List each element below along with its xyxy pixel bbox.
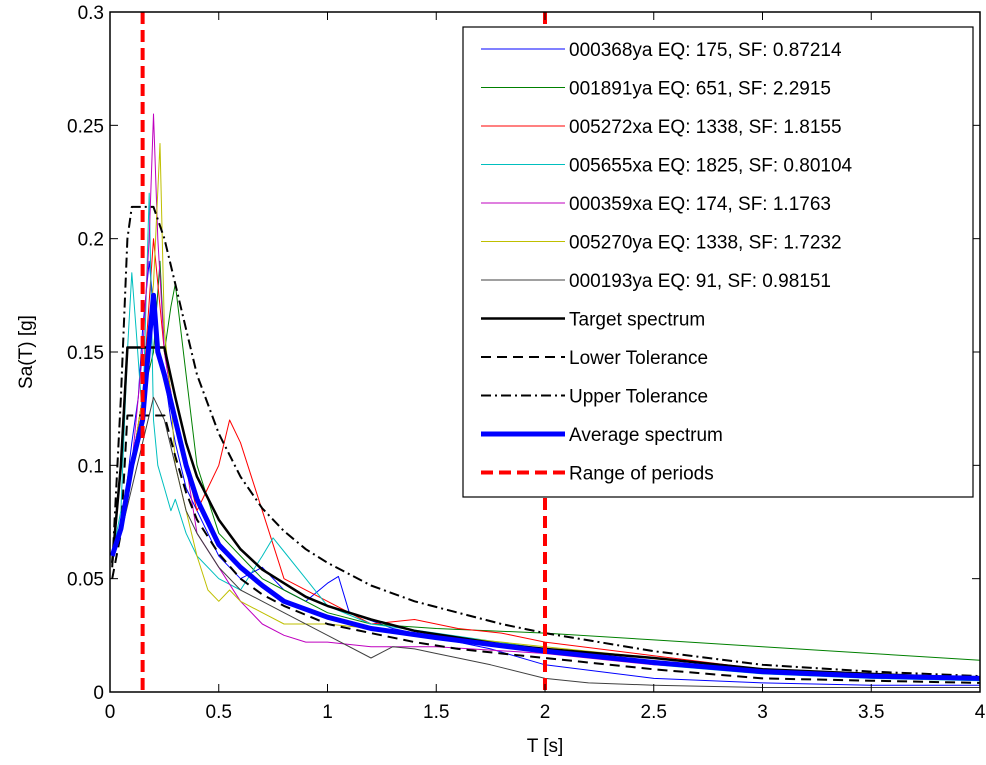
y-tick-label-5: 0.25 (67, 116, 104, 137)
legend-entry-2: 005272xa EQ: 1338, SF: 1.8155 (569, 117, 842, 138)
series-line-10 (110, 292, 980, 681)
x-tick-label-7: 3.5 (858, 702, 884, 723)
axes-layer: 0 0.5 1 1.5 2 2.5 3 3.5 4 0 0.05 0.1 0.15 0.2 0.25 0.3 (67, 3, 986, 723)
legend-entry-0: 000368ya EQ: 175, SF: 0.87214 (569, 40, 842, 61)
legend-entry-8: Lower Tolerance (569, 348, 708, 369)
y-tick-label-0: 0 (93, 683, 104, 704)
x-tick-label-4: 2 (540, 702, 551, 723)
x-tick-label-0: 0 (105, 702, 116, 723)
x-axis-label: T [s] (527, 736, 564, 757)
y-axis-label: Sa(T) [g] (16, 315, 37, 389)
x-tick-label-1: 0.5 (206, 702, 232, 723)
legend-entry-4: 000359xa EQ: 174, SF: 1.1763 (569, 194, 831, 215)
x-tick-label-8: 4 (975, 702, 986, 723)
legend-box (462, 26, 974, 498)
x-tick-label-3: 1.5 (423, 702, 449, 723)
legend-entry-6: 000193ya EQ: 91, SF: 0.98151 (569, 271, 831, 292)
y-tick-label-2: 0.1 (78, 456, 104, 477)
legend-entry-1: 001891ya EQ: 651, SF: 2.2915 (569, 79, 831, 100)
y-tick-label-4: 0.2 (78, 230, 104, 251)
x-tick-label-2: 1 (322, 702, 333, 723)
x-tick-label-6: 3 (757, 702, 768, 723)
series-line-6 (111, 396, 980, 688)
legend: 000368ya EQ: 175, SF: 0.87214 001891ya EQ… (462, 26, 974, 498)
legend-entry-3: 005655xa EQ: 1825, SF: 0.80104 (569, 156, 853, 177)
y-tick-label-1: 0.05 (67, 570, 104, 591)
y-tick-label-3: 0.15 (67, 343, 104, 364)
legend-entry-5: 005270ya EQ: 1338, SF: 1.7232 (569, 233, 842, 254)
legend-entry-10: Average spectrum (569, 425, 723, 446)
y-tick-label-6: 0.3 (78, 3, 104, 24)
legend-entry-7: Target spectrum (569, 310, 705, 331)
legend-entry-9: Upper Tolerance (569, 387, 708, 408)
x-tick-label-5: 2.5 (641, 702, 667, 723)
legend-entry-11: Range of periods (569, 464, 714, 485)
series-line-1 (111, 260, 980, 661)
